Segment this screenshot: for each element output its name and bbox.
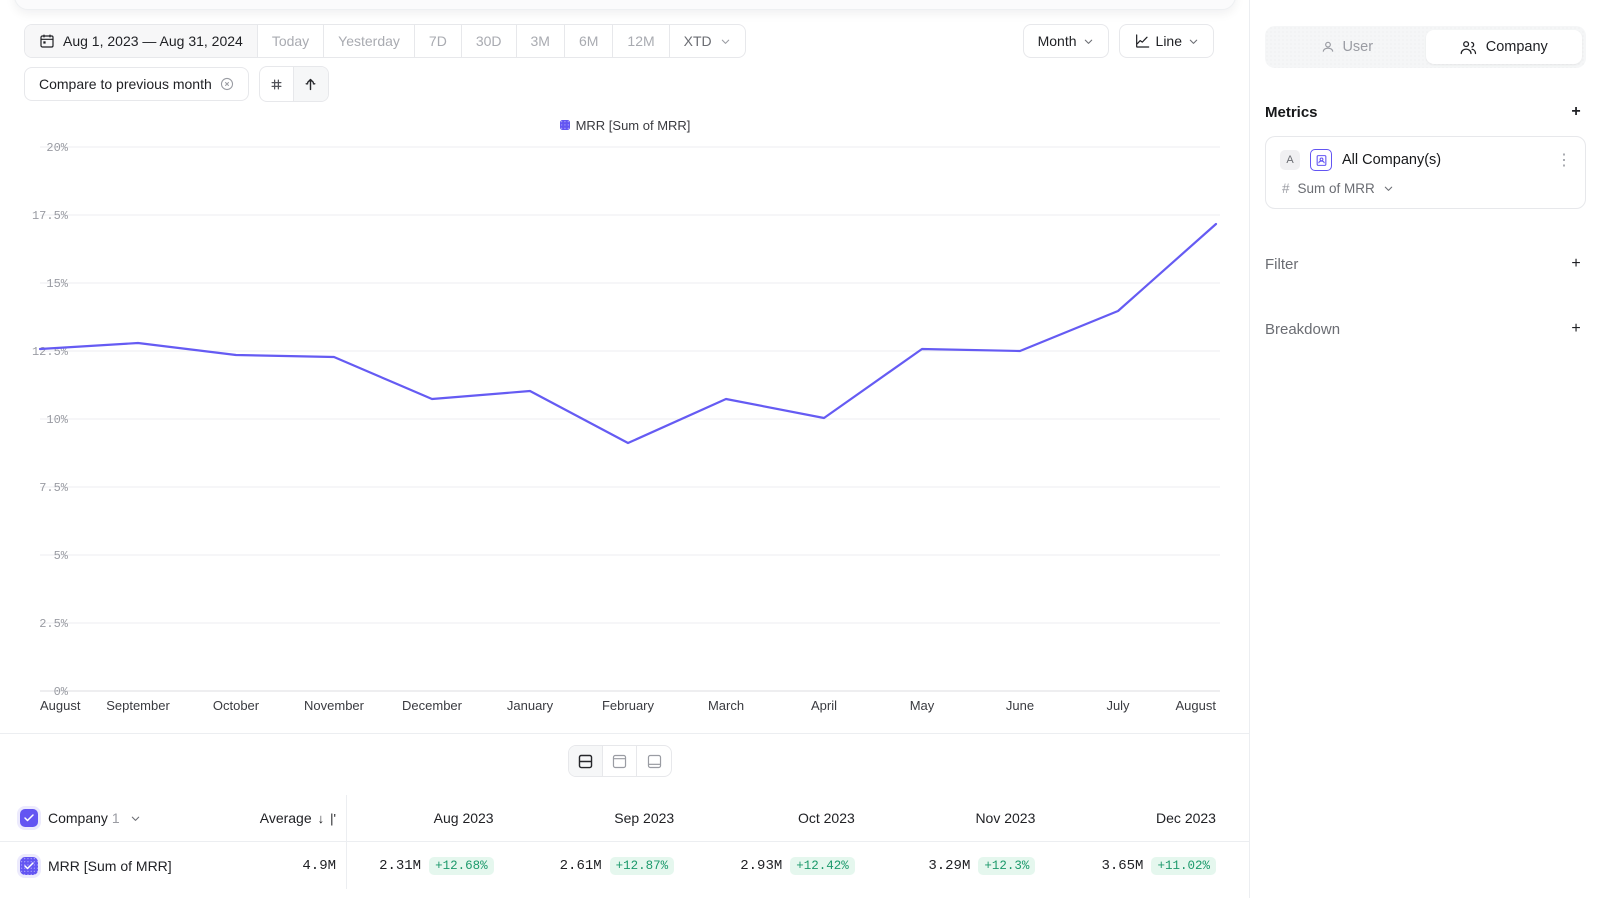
- svg-text:20%: 20%: [46, 141, 68, 155]
- svg-text:July: July: [1106, 698, 1130, 713]
- svg-text:10%: 10%: [46, 413, 68, 427]
- svg-text:17.5%: 17.5%: [32, 209, 69, 223]
- svg-text:October: October: [213, 698, 260, 713]
- svg-text:August: August: [1176, 698, 1217, 713]
- svg-text:7.5%: 7.5%: [39, 481, 69, 495]
- svg-text:5%: 5%: [54, 549, 69, 563]
- svg-text:May: May: [910, 698, 935, 713]
- svg-text:15%: 15%: [46, 277, 68, 291]
- svg-text:September: September: [106, 698, 170, 713]
- svg-text:December: December: [402, 698, 463, 713]
- svg-text:August: August: [40, 698, 81, 713]
- svg-text:February: February: [602, 698, 655, 713]
- svg-text:April: April: [811, 698, 837, 713]
- svg-text:0%: 0%: [54, 685, 69, 699]
- svg-text:November: November: [304, 698, 365, 713]
- svg-text:January: January: [507, 698, 554, 713]
- svg-text:2.5%: 2.5%: [39, 617, 69, 631]
- svg-text:June: June: [1006, 698, 1034, 713]
- svg-text:March: March: [708, 698, 744, 713]
